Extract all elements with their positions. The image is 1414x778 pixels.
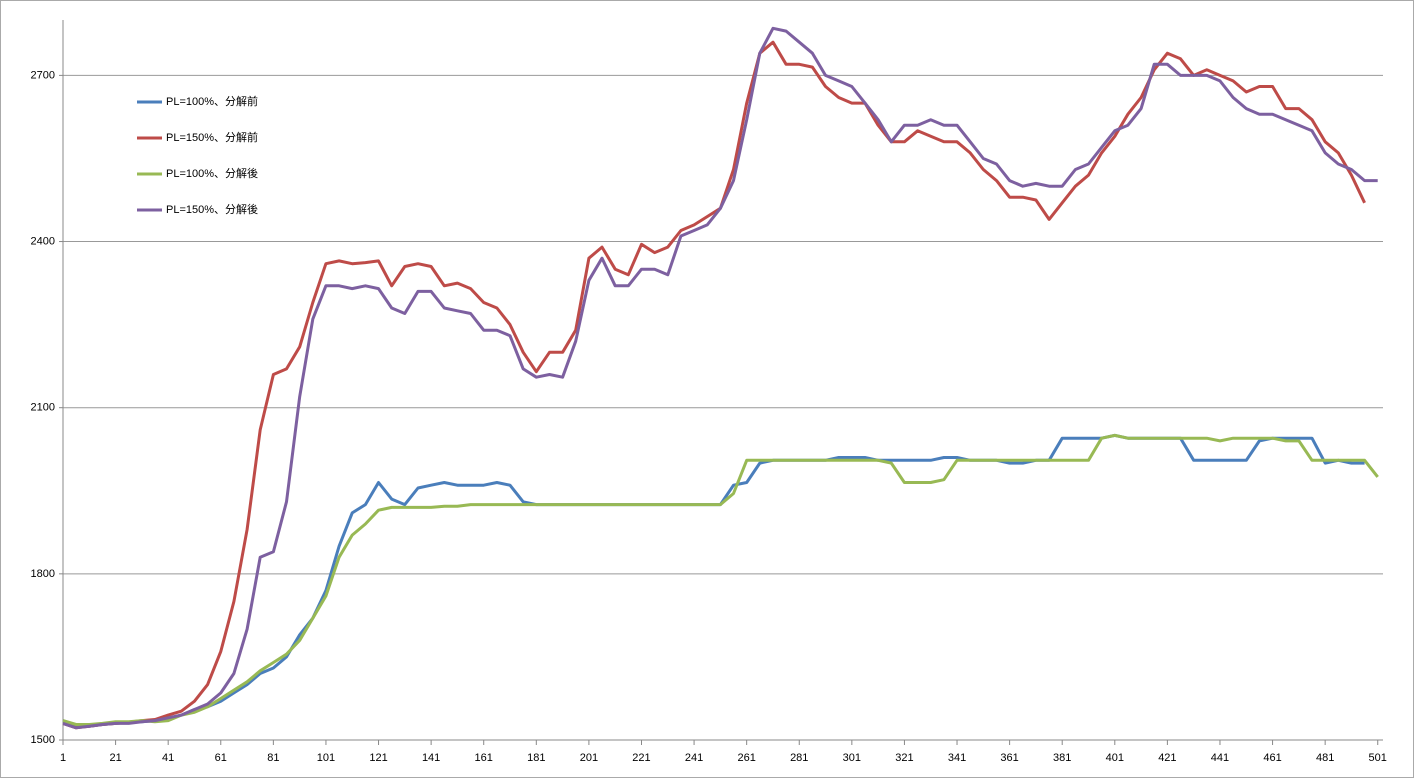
x-tick-label: 1 [60,752,66,764]
x-tick-label: 261 [737,752,755,764]
x-tick-label: 421 [1158,752,1176,764]
y-tick-label: 2700 [31,69,55,81]
y-tick-label: 2100 [31,402,55,414]
x-tick-label: 481 [1316,752,1334,764]
series-line [62,26,1378,730]
y-tick-label: 1500 [31,734,55,746]
series-line [62,433,1379,726]
x-tick-label: 201 [580,752,598,764]
x-tick-label: 401 [1106,752,1124,764]
y-tick-label: 1800 [31,568,55,580]
x-tick-label: 101 [317,752,335,764]
x-tick-label: 81 [267,752,279,764]
x-tick-label: 361 [1000,752,1018,764]
x-tick-label: 221 [632,752,650,764]
x-tick-label: 41 [162,752,174,764]
x-tick-label: 121 [369,752,387,764]
x-tick-label: 461 [1263,752,1281,764]
legend-label: PL=100%、分解後 [166,166,258,180]
x-tick-label: 21 [109,752,121,764]
x-tick-label: 241 [685,752,703,764]
x-tick-label: 61 [215,752,227,764]
x-tick-label: 141 [422,752,440,764]
legend-label: PL=100%、分解前 [166,94,258,108]
x-tick-label: 381 [1053,752,1071,764]
x-tick-label: 281 [790,752,808,764]
x-tick-label: 441 [1211,752,1229,764]
legend-label: PL=150%、分解後 [166,202,258,216]
y-tick-label: 2400 [31,235,55,247]
legend-label: PL=150%、分解前 [166,130,258,144]
x-tick-label: 161 [475,752,493,764]
x-tick-label: 181 [527,752,545,764]
x-tick-label: 501 [1369,752,1387,764]
x-tick-label: 341 [948,752,966,764]
x-tick-label: 321 [895,752,913,764]
x-tick-label: 301 [843,752,861,764]
